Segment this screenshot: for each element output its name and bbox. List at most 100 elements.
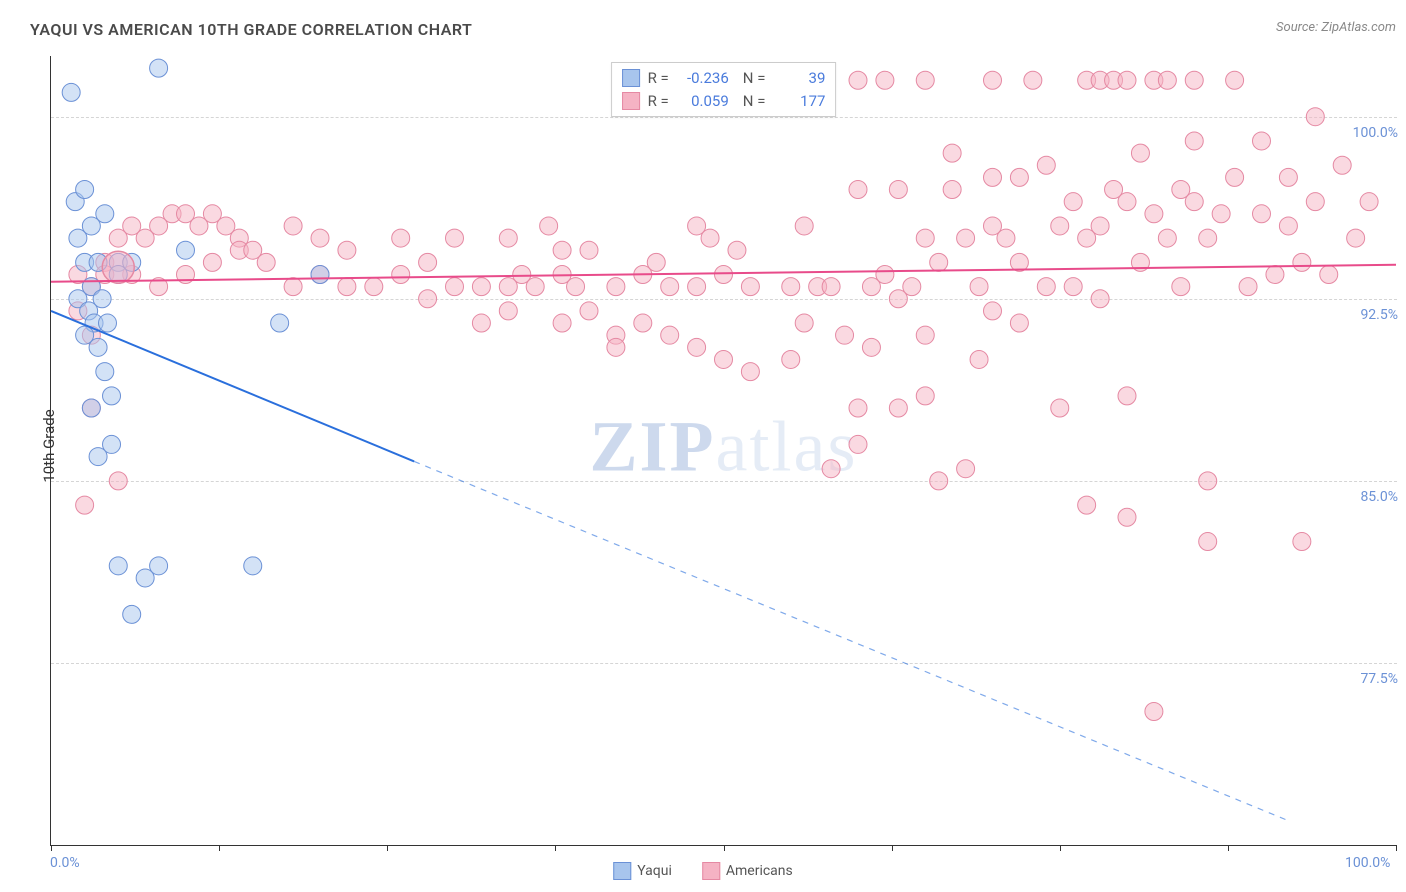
- data-point: [1024, 71, 1042, 89]
- data-point: [849, 181, 867, 199]
- x-tick: [724, 845, 725, 851]
- data-point: [93, 290, 111, 308]
- data-point: [1306, 108, 1324, 126]
- data-point: [1091, 290, 1109, 308]
- data-point: [1118, 387, 1136, 405]
- data-point: [889, 399, 907, 417]
- data-point: [782, 350, 800, 368]
- swatch-americans: [622, 92, 640, 110]
- data-point-large: [102, 251, 134, 283]
- data-point: [392, 229, 410, 247]
- data-point: [1199, 472, 1217, 490]
- data-point: [109, 557, 127, 575]
- data-point: [338, 241, 356, 259]
- data-point: [1118, 193, 1136, 211]
- stats-row-americans: R = 0.059 N = 177: [622, 90, 826, 113]
- data-point: [970, 350, 988, 368]
- data-point: [1279, 168, 1297, 186]
- scatter-plot-svg: [51, 56, 1396, 845]
- data-point: [1158, 71, 1176, 89]
- data-point: [688, 278, 706, 296]
- data-point: [472, 314, 490, 332]
- data-point: [957, 460, 975, 478]
- data-point: [76, 496, 94, 514]
- data-point: [177, 241, 195, 259]
- data-point: [1158, 229, 1176, 247]
- data-point: [553, 241, 571, 259]
- x-tick: [51, 845, 52, 851]
- data-point: [365, 278, 383, 296]
- data-point: [1226, 71, 1244, 89]
- data-point: [822, 460, 840, 478]
- data-point: [1010, 314, 1028, 332]
- data-point: [580, 302, 598, 320]
- x-tick-label: 0.0%: [50, 855, 80, 871]
- data-point: [472, 278, 490, 296]
- regression-line-dashed: [414, 461, 1288, 820]
- data-point: [903, 278, 921, 296]
- x-tick: [1228, 845, 1229, 851]
- data-point: [876, 265, 894, 283]
- data-point: [916, 71, 934, 89]
- data-point: [1172, 278, 1190, 296]
- data-point: [62, 83, 80, 101]
- data-point: [89, 448, 107, 466]
- data-point: [311, 265, 329, 283]
- n-value-yaqui: 39: [773, 67, 825, 90]
- x-tick: [892, 845, 893, 851]
- data-point: [82, 399, 100, 417]
- data-point: [1037, 278, 1055, 296]
- data-point: [419, 253, 437, 271]
- data-point: [943, 144, 961, 162]
- data-point: [822, 278, 840, 296]
- data-point: [1293, 253, 1311, 271]
- data-point: [957, 229, 975, 247]
- stats-row-yaqui: R = -0.236 N = 39: [622, 67, 826, 90]
- data-point: [836, 326, 854, 344]
- data-point: [98, 314, 116, 332]
- n-value-americans: 177: [773, 90, 825, 113]
- x-tick: [555, 845, 556, 851]
- data-point: [271, 314, 289, 332]
- data-point: [284, 217, 302, 235]
- data-point: [540, 217, 558, 235]
- data-point: [849, 71, 867, 89]
- legend-item-americans: Americans: [702, 862, 793, 880]
- data-point: [109, 472, 127, 490]
- data-point: [150, 557, 168, 575]
- r-value-americans: 0.059: [677, 90, 729, 113]
- data-point: [96, 205, 114, 223]
- data-point: [984, 71, 1002, 89]
- data-point: [244, 241, 262, 259]
- data-point: [741, 278, 759, 296]
- data-point: [580, 241, 598, 259]
- data-point: [1360, 193, 1378, 211]
- data-point: [607, 338, 625, 356]
- legend-label-yaqui: Yaqui: [637, 863, 672, 879]
- x-tick: [387, 845, 388, 851]
- swatch-yaqui: [622, 69, 640, 87]
- data-point: [930, 472, 948, 490]
- data-point: [1306, 193, 1324, 211]
- data-point: [1212, 205, 1230, 223]
- data-point: [661, 278, 679, 296]
- x-tick: [1060, 845, 1061, 851]
- x-tick: [1396, 845, 1397, 851]
- correlation-stats-box: R = -0.236 N = 39 R = 0.059 N = 177: [611, 62, 837, 117]
- data-point: [1118, 508, 1136, 526]
- data-point: [1131, 144, 1149, 162]
- data-point: [1293, 533, 1311, 551]
- data-point: [1064, 278, 1082, 296]
- data-point: [849, 399, 867, 417]
- legend-label-americans: Americans: [726, 863, 793, 879]
- data-point: [970, 278, 988, 296]
- legend-swatch-yaqui: [613, 862, 631, 880]
- data-point: [795, 314, 813, 332]
- data-point: [1185, 132, 1203, 150]
- r-value-yaqui: -0.236: [677, 67, 729, 90]
- data-point: [338, 278, 356, 296]
- data-point: [1239, 278, 1257, 296]
- data-point: [1199, 229, 1217, 247]
- data-point: [446, 278, 464, 296]
- data-point: [916, 387, 934, 405]
